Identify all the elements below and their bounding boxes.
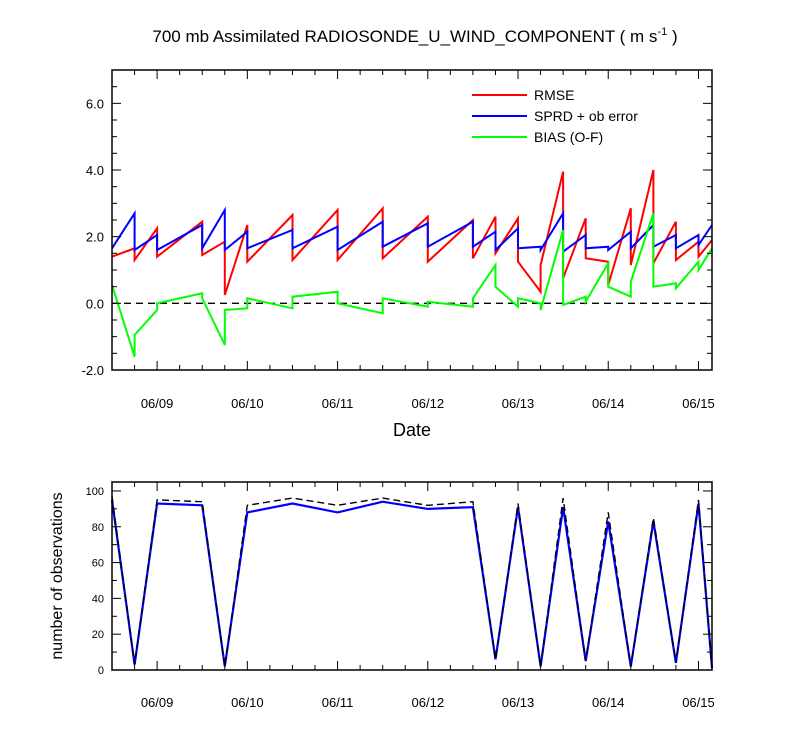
series-line-assimilated-observations — [110, 499, 714, 669]
x-tick-label: 06/14 — [592, 695, 625, 710]
bottom-series-group — [110, 496, 714, 669]
top-y-axis: -2.0 0.0 2.0 4.0 6.0 — [82, 69, 712, 378]
legend-label-bias-o-f: BIAS (O-F) — [534, 129, 603, 145]
x-tick-label: 06/12 — [412, 695, 445, 710]
x-tick-label: 06/13 — [502, 396, 535, 411]
x-tick-label: 06/10 — [231, 396, 264, 411]
top-series-group — [111, 169, 713, 358]
top-x-axis: 06/09 06/10 06/11 06/12 06/13 06/14 06/15 — [134, 70, 715, 411]
x-tick-label: 06/09 — [141, 396, 174, 411]
legend-label-sprd-ob-error: SPRD + ob error — [534, 108, 638, 124]
series-line-sprd-ob-error — [111, 206, 713, 254]
legend-label-rmse: RMSE — [534, 87, 574, 103]
y-tick-label: 0.0 — [86, 296, 104, 311]
y-tick-label: 6.0 — [86, 96, 104, 111]
bottom-x-axis: 06/09 06/10 06/11 06/12 06/13 06/14 06/15 — [134, 482, 715, 710]
bottom-plot-frame — [111, 481, 713, 671]
top-plot-frame — [111, 69, 713, 371]
series-line-bias-o-f — [111, 212, 713, 358]
x-tick-label: 06/13 — [502, 695, 535, 710]
y-tick-label: 60 — [92, 558, 104, 570]
chart-title: 700 mb Assimilated RADIOSONDE_U_WIND_COM… — [152, 26, 677, 46]
x-tick-label: 06/14 — [592, 396, 625, 411]
x-tick-label: 06/10 — [231, 695, 264, 710]
bottom-y-axis: 0 20 40 60 80 100 — [86, 486, 712, 677]
series-line-rmse — [111, 169, 713, 296]
x-tick-label: 06/11 — [322, 396, 354, 411]
y-tick-label: 4.0 — [86, 163, 104, 178]
y-tick-label: 40 — [92, 593, 104, 605]
y-tick-label: 2.0 — [86, 230, 104, 245]
y-tick-label: 80 — [92, 522, 104, 534]
series-line-total-observations — [111, 496, 713, 669]
x-tick-label: 06/15 — [682, 396, 715, 411]
x-tick-label: 06/12 — [412, 396, 445, 411]
x-tick-label: 06/15 — [682, 695, 715, 710]
y-axis-label-observations: number of observations — [49, 492, 66, 659]
x-axis-label: Date — [393, 420, 431, 440]
top-chart: -2.00.02.04.06.0 06/09 06/10 06/11 06/12 06/… — [82, 69, 715, 411]
x-tick-label: 06/11 — [322, 695, 354, 710]
y-tick-label: 100 — [86, 486, 104, 498]
y-tick-label: 0 — [98, 665, 104, 677]
y-tick-label: 20 — [92, 629, 104, 641]
legend: RMSE SPRD + ob error BIAS (O-F) — [472, 87, 638, 145]
x-tick-label: 06/09 — [141, 695, 174, 710]
y-tick-label: -2.0 — [82, 363, 104, 378]
